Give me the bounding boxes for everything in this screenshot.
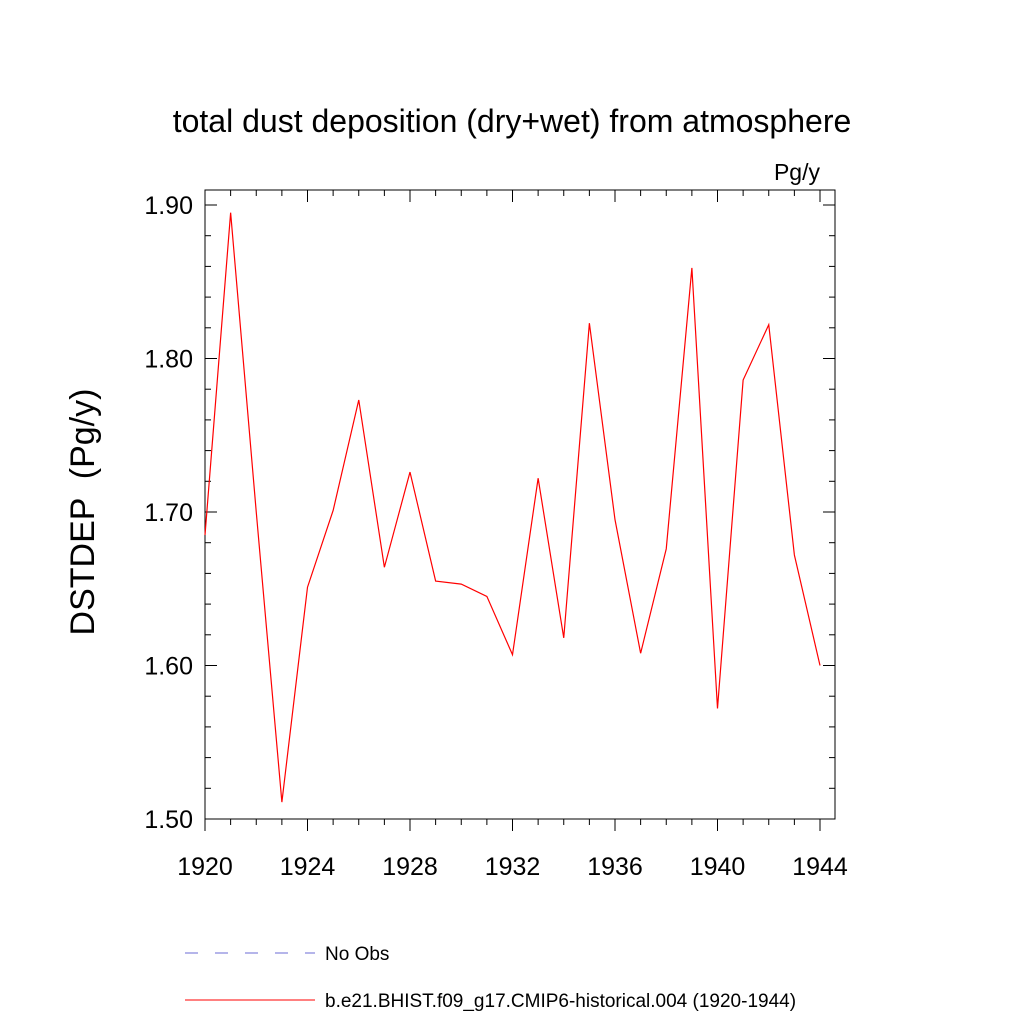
data-point <box>588 322 590 324</box>
x-tick-label: 1928 <box>382 853 438 881</box>
x-tick-label: 1920 <box>177 853 233 881</box>
y-tick-label: 1.70 <box>144 499 193 527</box>
x-tick-label: 1932 <box>485 853 541 881</box>
legend-label: b.e21.BHIST.f09_g17.CMIP6-historical.004… <box>325 991 796 1012</box>
data-point <box>434 580 436 582</box>
data-point <box>486 595 488 597</box>
x-tick-label: 1944 <box>792 853 848 881</box>
data-point <box>332 509 334 511</box>
data-point <box>383 566 385 568</box>
data-point <box>537 477 539 479</box>
data-point <box>665 548 667 550</box>
data-series <box>204 211 821 803</box>
data-point <box>819 664 821 666</box>
data-point <box>306 586 308 588</box>
axis-ticks: 1920 1924 1928 1932 1936 1940 1944 1.50 1.60 1.70… <box>144 190 848 881</box>
data-point <box>409 471 411 473</box>
data-point <box>358 399 360 401</box>
y-tick-label: 1.60 <box>144 653 193 681</box>
data-point <box>614 518 616 520</box>
data-point <box>742 379 744 381</box>
x-tick-label: 1940 <box>690 853 746 881</box>
data-point <box>793 554 795 556</box>
data-point <box>281 801 283 803</box>
data-point <box>229 211 231 213</box>
data-point <box>460 583 462 585</box>
series-line <box>204 212 821 803</box>
legend: No Obs b.e21.BHIST.f09_g17.CMIP6-historic… <box>185 944 796 1012</box>
y-tick-label: 1.90 <box>144 192 193 220</box>
data-point <box>511 654 513 656</box>
data-point <box>639 652 641 654</box>
data-point <box>716 707 718 709</box>
y-tick-label: 1.50 <box>144 806 193 834</box>
data-point <box>563 637 565 639</box>
y-tick-label: 1.80 <box>144 346 193 374</box>
data-point <box>768 324 770 326</box>
units-label: Pg/y <box>774 159 821 185</box>
data-point <box>255 511 257 513</box>
x-tick-label: 1936 <box>587 853 643 881</box>
x-tick-label: 1924 <box>280 853 336 881</box>
data-point <box>204 534 206 536</box>
data-point <box>691 267 693 269</box>
plot-axes <box>204 189 836 820</box>
legend-label: No Obs <box>325 944 389 965</box>
y-axis-label: DSTDEP (Pg/y) <box>64 389 102 636</box>
chart-title: total dust deposition (dry+wet) from atm… <box>173 103 852 139</box>
plot-frame <box>204 189 836 820</box>
